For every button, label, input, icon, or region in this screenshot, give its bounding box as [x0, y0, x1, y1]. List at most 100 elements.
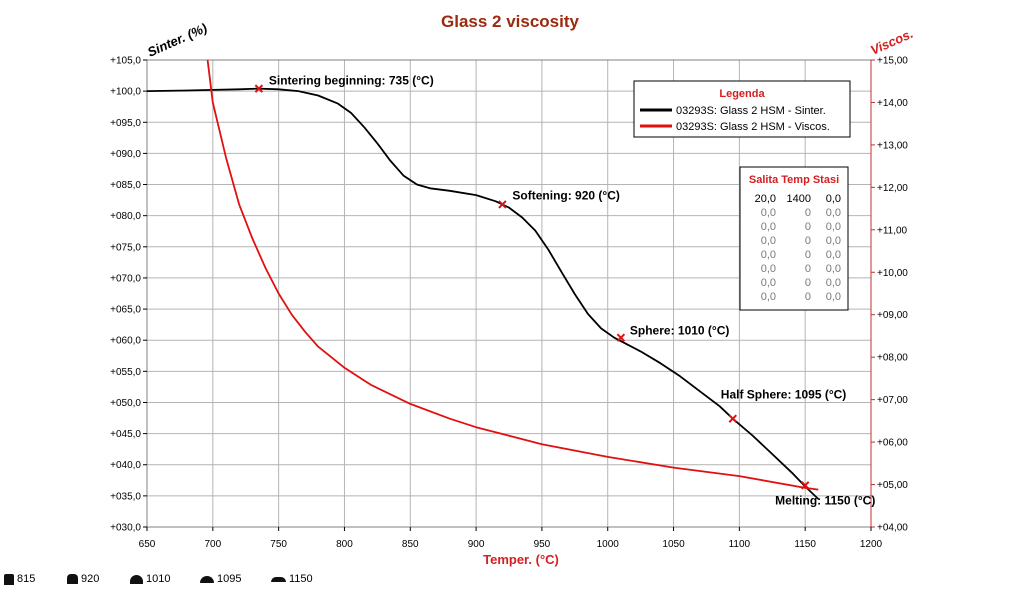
salita-table-cell: 0,0: [826, 193, 841, 205]
y-axis-title: Sinter. (%): [145, 20, 209, 60]
right-tick-label: +10,00: [877, 268, 908, 279]
left-tick-label: +055,0: [110, 367, 141, 378]
annotation-label: Softening: 920 (°C): [512, 188, 619, 202]
annotation-marker: [254, 84, 264, 93]
left-tick-label: +105,0: [110, 56, 141, 67]
annotation-label: Half Sphere: 1095 (°C): [721, 388, 847, 402]
salita-table-cell: 0,0: [826, 221, 841, 233]
salita-table-cell: 0,0: [761, 249, 776, 261]
sample-label: 1150: [289, 573, 313, 585]
x-tick-label: 1050: [662, 539, 685, 550]
salita-table-cell: 0,0: [761, 207, 776, 219]
x-tick-label: 950: [534, 539, 551, 550]
annotation-label: Sintering beginning: 735 (°C): [269, 74, 434, 88]
salita-table-cell: 0: [805, 263, 811, 275]
left-tick-label: +070,0: [110, 273, 141, 284]
x-tick-label: 750: [270, 539, 287, 550]
x-tick-label: 1150: [794, 539, 816, 550]
salita-table-cell: 0,0: [761, 277, 776, 289]
left-tick-label: +035,0: [110, 491, 141, 502]
sample-item: 920: [67, 570, 99, 588]
sample-shape-soft-icon: [67, 574, 78, 584]
legend-title: Legenda: [719, 88, 765, 100]
salita-table-cell: 0: [805, 207, 811, 219]
legend-entry-label: 03293S: Glass 2 HSM - Sinter.: [676, 105, 826, 117]
right-tick-label: +12,00: [877, 183, 908, 194]
sample-item: 815: [4, 570, 35, 588]
annotation-label: Sphere: 1010 (°C): [630, 324, 730, 338]
right-tick-label: +13,00: [877, 140, 908, 151]
salita-table-cell: 0,0: [761, 235, 776, 247]
sample-shape-melt-icon: [271, 576, 286, 582]
sample-label: 815: [17, 573, 36, 585]
salita-table-cell: 0,0: [761, 291, 776, 303]
salita-table-cell: 0: [805, 235, 811, 247]
x-tick-label: 1100: [729, 539, 751, 550]
y2-axis-title: Viscos.: [868, 26, 915, 58]
chart-title: Glass 2 viscosity: [441, 12, 580, 31]
x-tick-label: 1000: [597, 539, 620, 550]
annotation-label: Melting: 1150 (°C): [775, 493, 875, 507]
annotation-marker: [616, 333, 626, 342]
x-tick-label: 1200: [860, 539, 883, 550]
salita-table-cell: 0,0: [826, 249, 841, 261]
sample-item: 1010: [130, 570, 170, 588]
salita-table-cell: 0: [805, 291, 811, 303]
annotation-marker: [498, 200, 507, 209]
salita-table-cell: 0,0: [826, 291, 841, 303]
left-tick-label: +030,0: [110, 523, 141, 534]
right-tick-label: +05,00: [877, 480, 908, 491]
salita-table-cell: 0: [805, 249, 811, 261]
right-tick-label: +11,00: [877, 225, 908, 236]
salita-table-title: Salita Temp Stasi: [749, 174, 839, 186]
series-line-viscosity: [206, 60, 819, 491]
x-tick-label: 650: [139, 539, 156, 550]
legend-entry-label: 03293S: Glass 2 HSM - Viscos.: [676, 121, 830, 133]
left-tick-label: +080,0: [110, 211, 141, 222]
sample-shape-halfsphere-icon: [200, 575, 214, 583]
viscosity-chart: +030,0 +035,0 +040,0 +045,0 +050,0 +055,0 +060…: [110, 12, 915, 567]
x-tick-label: 800: [336, 539, 353, 550]
sample-item: 1095: [200, 570, 241, 588]
right-tick-label: +09,00: [877, 310, 908, 321]
salita-table-cell: 1400: [787, 193, 811, 205]
sample-label: 920: [81, 573, 100, 585]
salita-table: Salita Temp Stasi 20,0 1400 0,0 0,0 0 0,0 0,0 0 0…: [739, 166, 849, 311]
annotation-marker: [728, 414, 737, 423]
salita-table-box: [739, 166, 849, 311]
x-tick-label: 700: [204, 539, 221, 550]
left-tick-label: +075,0: [110, 242, 141, 253]
salita-table-cell: 0,0: [826, 235, 841, 247]
series-line-sinter: [147, 87, 819, 500]
left-tick-label: +040,0: [110, 460, 141, 471]
left-tick-label: +065,0: [110, 305, 141, 316]
salita-table-cell: 0,0: [761, 263, 776, 275]
left-tick-label: +060,0: [110, 336, 141, 347]
salita-table-cell: 0,0: [826, 207, 841, 219]
left-tick-label: +100,0: [110, 87, 141, 98]
right-tick-label: +08,00: [877, 353, 908, 364]
legend: Legenda 03293S: Glass 2 HSM - Sinter. 0329…: [633, 80, 851, 138]
salita-table-cell: 0,0: [761, 221, 776, 233]
salita-table-cell: 0: [805, 221, 811, 233]
right-tick-label: +06,00: [877, 438, 908, 449]
right-tick-label: +14,00: [877, 98, 908, 109]
sample-shapes-bar: 815 920 1010 1095 1150: [0, 570, 1020, 590]
left-tick-label: +045,0: [110, 429, 141, 440]
x-tick-label: 900: [468, 539, 485, 550]
right-tick-label: +04,00: [877, 523, 908, 534]
annotation-marker: [800, 481, 810, 490]
left-tick-label: +085,0: [110, 180, 141, 191]
right-tick-label: +07,00: [877, 395, 908, 406]
x-tick-label: 850: [402, 539, 419, 550]
sample-label: 1095: [217, 573, 242, 585]
x-axis-title: Temper. (°C): [483, 552, 559, 567]
right-tick-label: +15,00: [877, 56, 908, 67]
left-tick-label: +090,0: [110, 149, 141, 160]
salita-table-cell: 0,0: [826, 277, 841, 289]
salita-table-cell: 0,0: [826, 263, 841, 275]
sample-shape-sphere-icon: [130, 574, 143, 584]
sample-label: 1010: [146, 573, 171, 585]
left-tick-label: +095,0: [110, 118, 141, 129]
left-tick-label: +050,0: [110, 398, 141, 409]
